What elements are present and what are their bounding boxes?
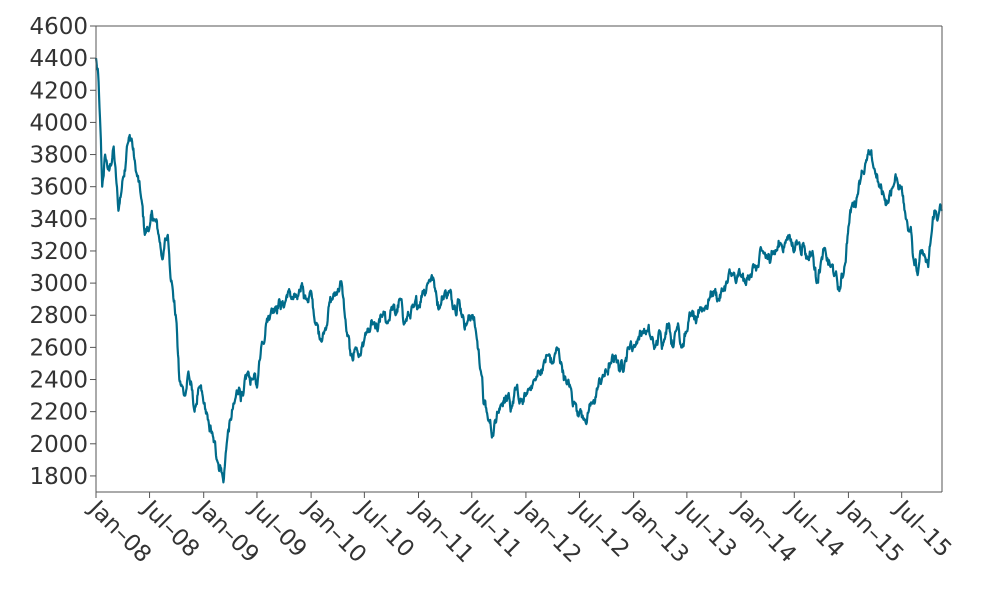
series-group bbox=[94, 57, 943, 484]
y-tick-label: 3200 bbox=[29, 239, 88, 265]
y-tick-label: 4400 bbox=[29, 46, 88, 72]
y-axis-ticks: 1800 2000 2200 2400 2600 2800 3000 3200 3400 3600… bbox=[29, 14, 96, 490]
y-tick-label: 4600 bbox=[29, 14, 88, 40]
y-tick-label: 4000 bbox=[29, 110, 88, 136]
x-axis-ticks: Jan–08Jul–08Jan–09Jul–09Jan–10Jul–10Jan–… bbox=[82, 492, 956, 568]
y-tick-label: 2800 bbox=[29, 303, 88, 329]
y-tick-label: 2200 bbox=[29, 400, 88, 426]
y-tick-label: 2400 bbox=[29, 368, 88, 394]
y-tick-label: 3000 bbox=[29, 271, 88, 297]
y-tick-label: 1800 bbox=[29, 464, 88, 490]
y-tick-label: 2000 bbox=[29, 432, 88, 458]
y-tick-label: 3800 bbox=[29, 143, 88, 169]
series-line bbox=[94, 57, 943, 484]
y-tick-label: 3600 bbox=[29, 175, 88, 201]
y-tick-label: 4200 bbox=[29, 78, 88, 104]
y-tick-label: 3400 bbox=[29, 207, 88, 233]
y-tick-label: 2600 bbox=[29, 335, 88, 361]
